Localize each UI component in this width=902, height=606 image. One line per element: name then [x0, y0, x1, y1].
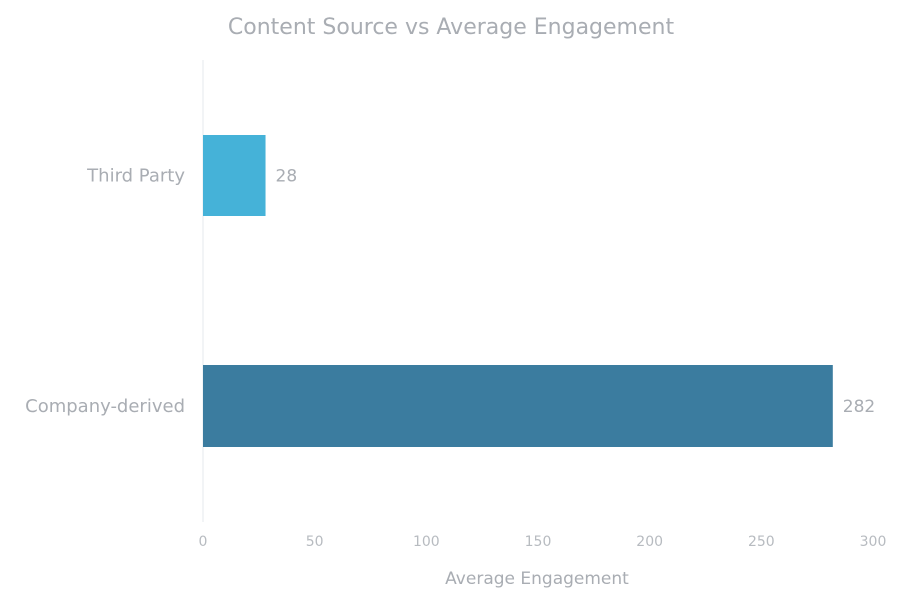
- x-tick-label-5: 250: [748, 534, 775, 550]
- category-label-1: Third Party: [86, 166, 185, 187]
- bar-2: [203, 365, 833, 447]
- category-label-2: Company-derived: [25, 396, 185, 417]
- bar-1: [203, 135, 266, 216]
- x-axis-label: Average Engagement: [445, 569, 629, 589]
- bars-layer: [203, 135, 833, 447]
- category-labels-layer: Third Party Company-derived: [25, 166, 185, 418]
- x-tick-label-0: 0: [199, 534, 208, 550]
- x-tick-label-3: 150: [525, 534, 552, 550]
- x-tick-label-4: 200: [636, 534, 663, 550]
- value-labels-layer: 28 282: [276, 167, 876, 418]
- x-tick-label-2: 100: [413, 534, 440, 550]
- value-label-2: 282: [843, 397, 875, 417]
- value-label-1: 28: [276, 167, 298, 187]
- x-axis-ticks: 0 50 100 150 200 250 300: [199, 534, 887, 550]
- x-tick-label-6: 300: [860, 534, 887, 550]
- chart-title: Content Source vs Average Engagement: [228, 15, 675, 40]
- x-tick-label-1: 50: [306, 534, 324, 550]
